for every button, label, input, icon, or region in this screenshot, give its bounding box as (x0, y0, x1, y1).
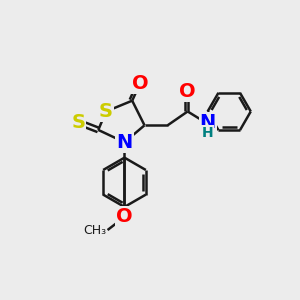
Text: N: N (116, 133, 133, 152)
Text: H: H (202, 126, 214, 140)
Text: O: O (132, 74, 148, 93)
Text: O: O (179, 82, 196, 101)
Text: S: S (99, 102, 113, 121)
Text: CH₃: CH₃ (83, 224, 106, 236)
Text: N: N (200, 113, 216, 132)
Text: O: O (116, 208, 133, 226)
Text: S: S (71, 113, 85, 132)
